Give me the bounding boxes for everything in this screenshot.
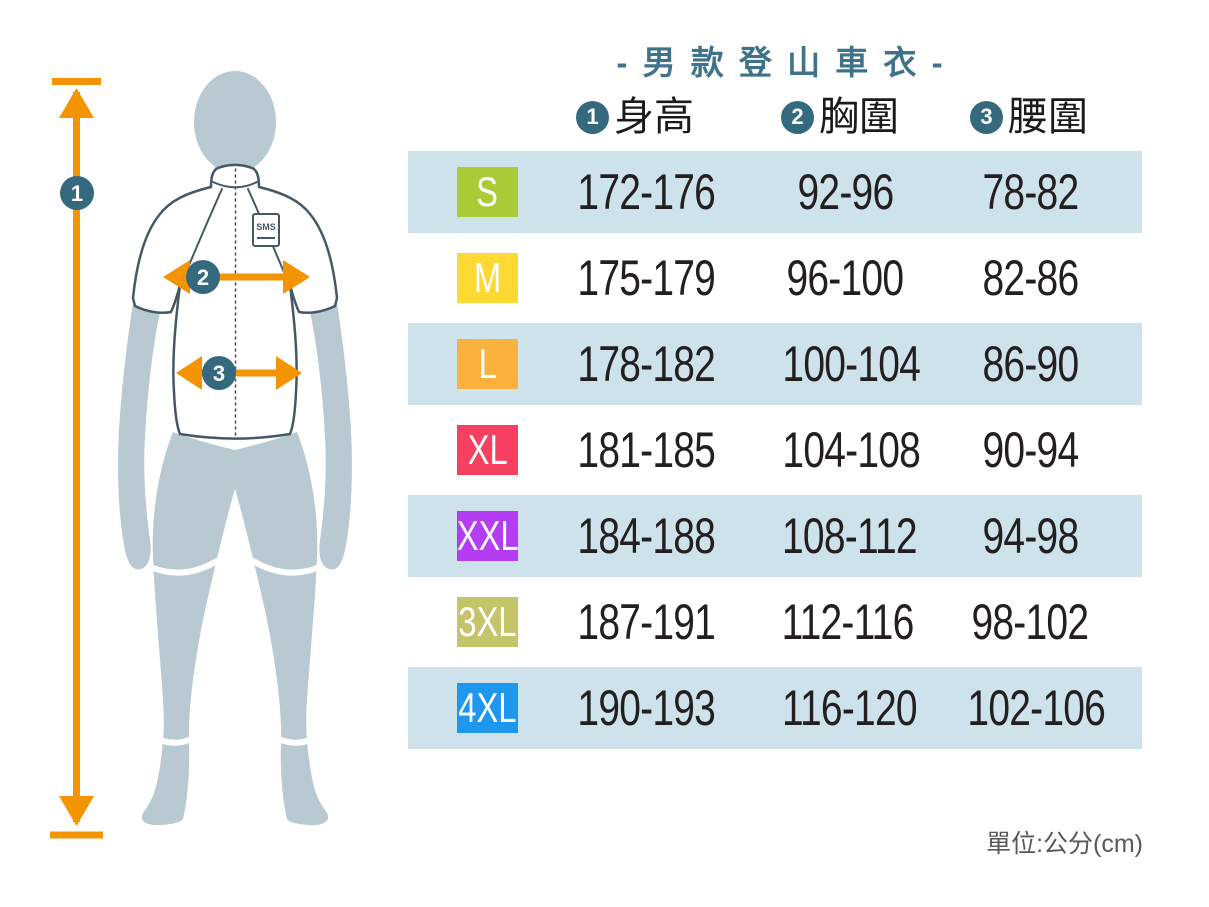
chest-value: 92-96 xyxy=(797,164,894,220)
table-row-3xl: 3XL 187-191 112-116 98-102 xyxy=(408,581,1142,663)
marker-2-number: 2 xyxy=(197,265,209,290)
table-row-4xl: 4XL 190-193 116-120 102-106 xyxy=(408,667,1142,749)
seam-lines xyxy=(150,558,320,746)
waist-value: 82-86 xyxy=(982,250,1079,306)
size-badge: L xyxy=(457,339,518,389)
waist-value: 78-82 xyxy=(982,164,1079,220)
table-row-s: S 172-176 92-96 78-82 xyxy=(408,151,1142,233)
jersey-logo-text: SMS xyxy=(256,222,276,232)
header-chest: 2 胸圍 xyxy=(781,94,899,140)
height-value: 181-185 xyxy=(577,422,716,478)
jersey: SMS xyxy=(131,163,339,440)
chest-value: 116-120 xyxy=(782,680,918,736)
size-badge: S xyxy=(457,167,518,217)
waist-value: 102-106 xyxy=(967,680,1106,736)
jersey-logo: SMS xyxy=(252,213,280,247)
height-value: 190-193 xyxy=(577,680,716,736)
size-badge: 3XL xyxy=(457,597,518,647)
height-value: 178-182 xyxy=(577,336,716,392)
figure-illustration: SMS 1 2 3 xyxy=(50,71,352,839)
waist-value: 94-98 xyxy=(982,508,1079,564)
chest-value: 96-100 xyxy=(786,250,905,306)
height-value: 184-188 xyxy=(577,508,716,564)
size-badge: XL xyxy=(457,425,518,475)
figure-markers: 1 2 3 xyxy=(60,176,236,390)
header-chest-label: 胸圍 xyxy=(819,95,899,139)
table-row-l: L 178-182 100-104 86-90 xyxy=(408,323,1142,405)
header-number-badge-3: 3 xyxy=(970,100,1003,134)
chest-value: 112-116 xyxy=(781,594,915,650)
height-value: 175-179 xyxy=(577,250,716,306)
size-badge: XXL xyxy=(456,511,519,561)
header-waist-label: 腰圍 xyxy=(1008,95,1088,139)
page-title: - 男 款 登 山 車 衣 - xyxy=(616,44,946,81)
marker-1-number: 1 xyxy=(71,181,83,206)
header-height: 1 身高 xyxy=(576,94,694,140)
height-value: 187-191 xyxy=(577,594,716,650)
left-leg xyxy=(141,432,235,826)
size-badge: 4XL xyxy=(457,683,518,733)
waist-value: 86-90 xyxy=(982,336,1079,392)
table-row-xxl: XXL 184-188 108-112 94-98 xyxy=(408,495,1142,577)
marker-1-circle xyxy=(60,176,94,210)
height-arrow xyxy=(50,78,103,839)
chest-value: 104-108 xyxy=(782,422,921,478)
chest-value: 108-112 xyxy=(782,508,918,564)
header-waist: 3 腰圍 xyxy=(970,94,1088,140)
height-value: 172-176 xyxy=(577,164,716,220)
table-row-m: M 175-179 96-100 82-86 xyxy=(408,237,1142,319)
unit-note: 單位:公分(cm) xyxy=(986,830,1143,858)
marker-2-circle xyxy=(186,260,220,294)
marker-3-circle xyxy=(202,356,236,390)
header-number-badge-2: 2 xyxy=(781,100,814,134)
table-header: 1 身高 2 胸圍 3 腰圍 xyxy=(408,94,1142,140)
right-leg xyxy=(235,432,329,826)
size-table: S 172-176 92-96 78-82 M 175-179 96-100 8… xyxy=(408,151,1142,753)
waist-value: 90-94 xyxy=(982,422,1079,478)
waist-value: 98-102 xyxy=(971,594,1090,650)
header-number-badge-1: 1 xyxy=(576,100,609,134)
chest-value: 100-104 xyxy=(782,336,921,392)
head xyxy=(194,71,276,173)
table-row-xl: XL 181-185 104-108 90-94 xyxy=(408,409,1142,491)
size-badge: M xyxy=(457,253,518,303)
marker-3-number: 3 xyxy=(213,361,225,386)
header-height-label: 身高 xyxy=(614,95,694,139)
